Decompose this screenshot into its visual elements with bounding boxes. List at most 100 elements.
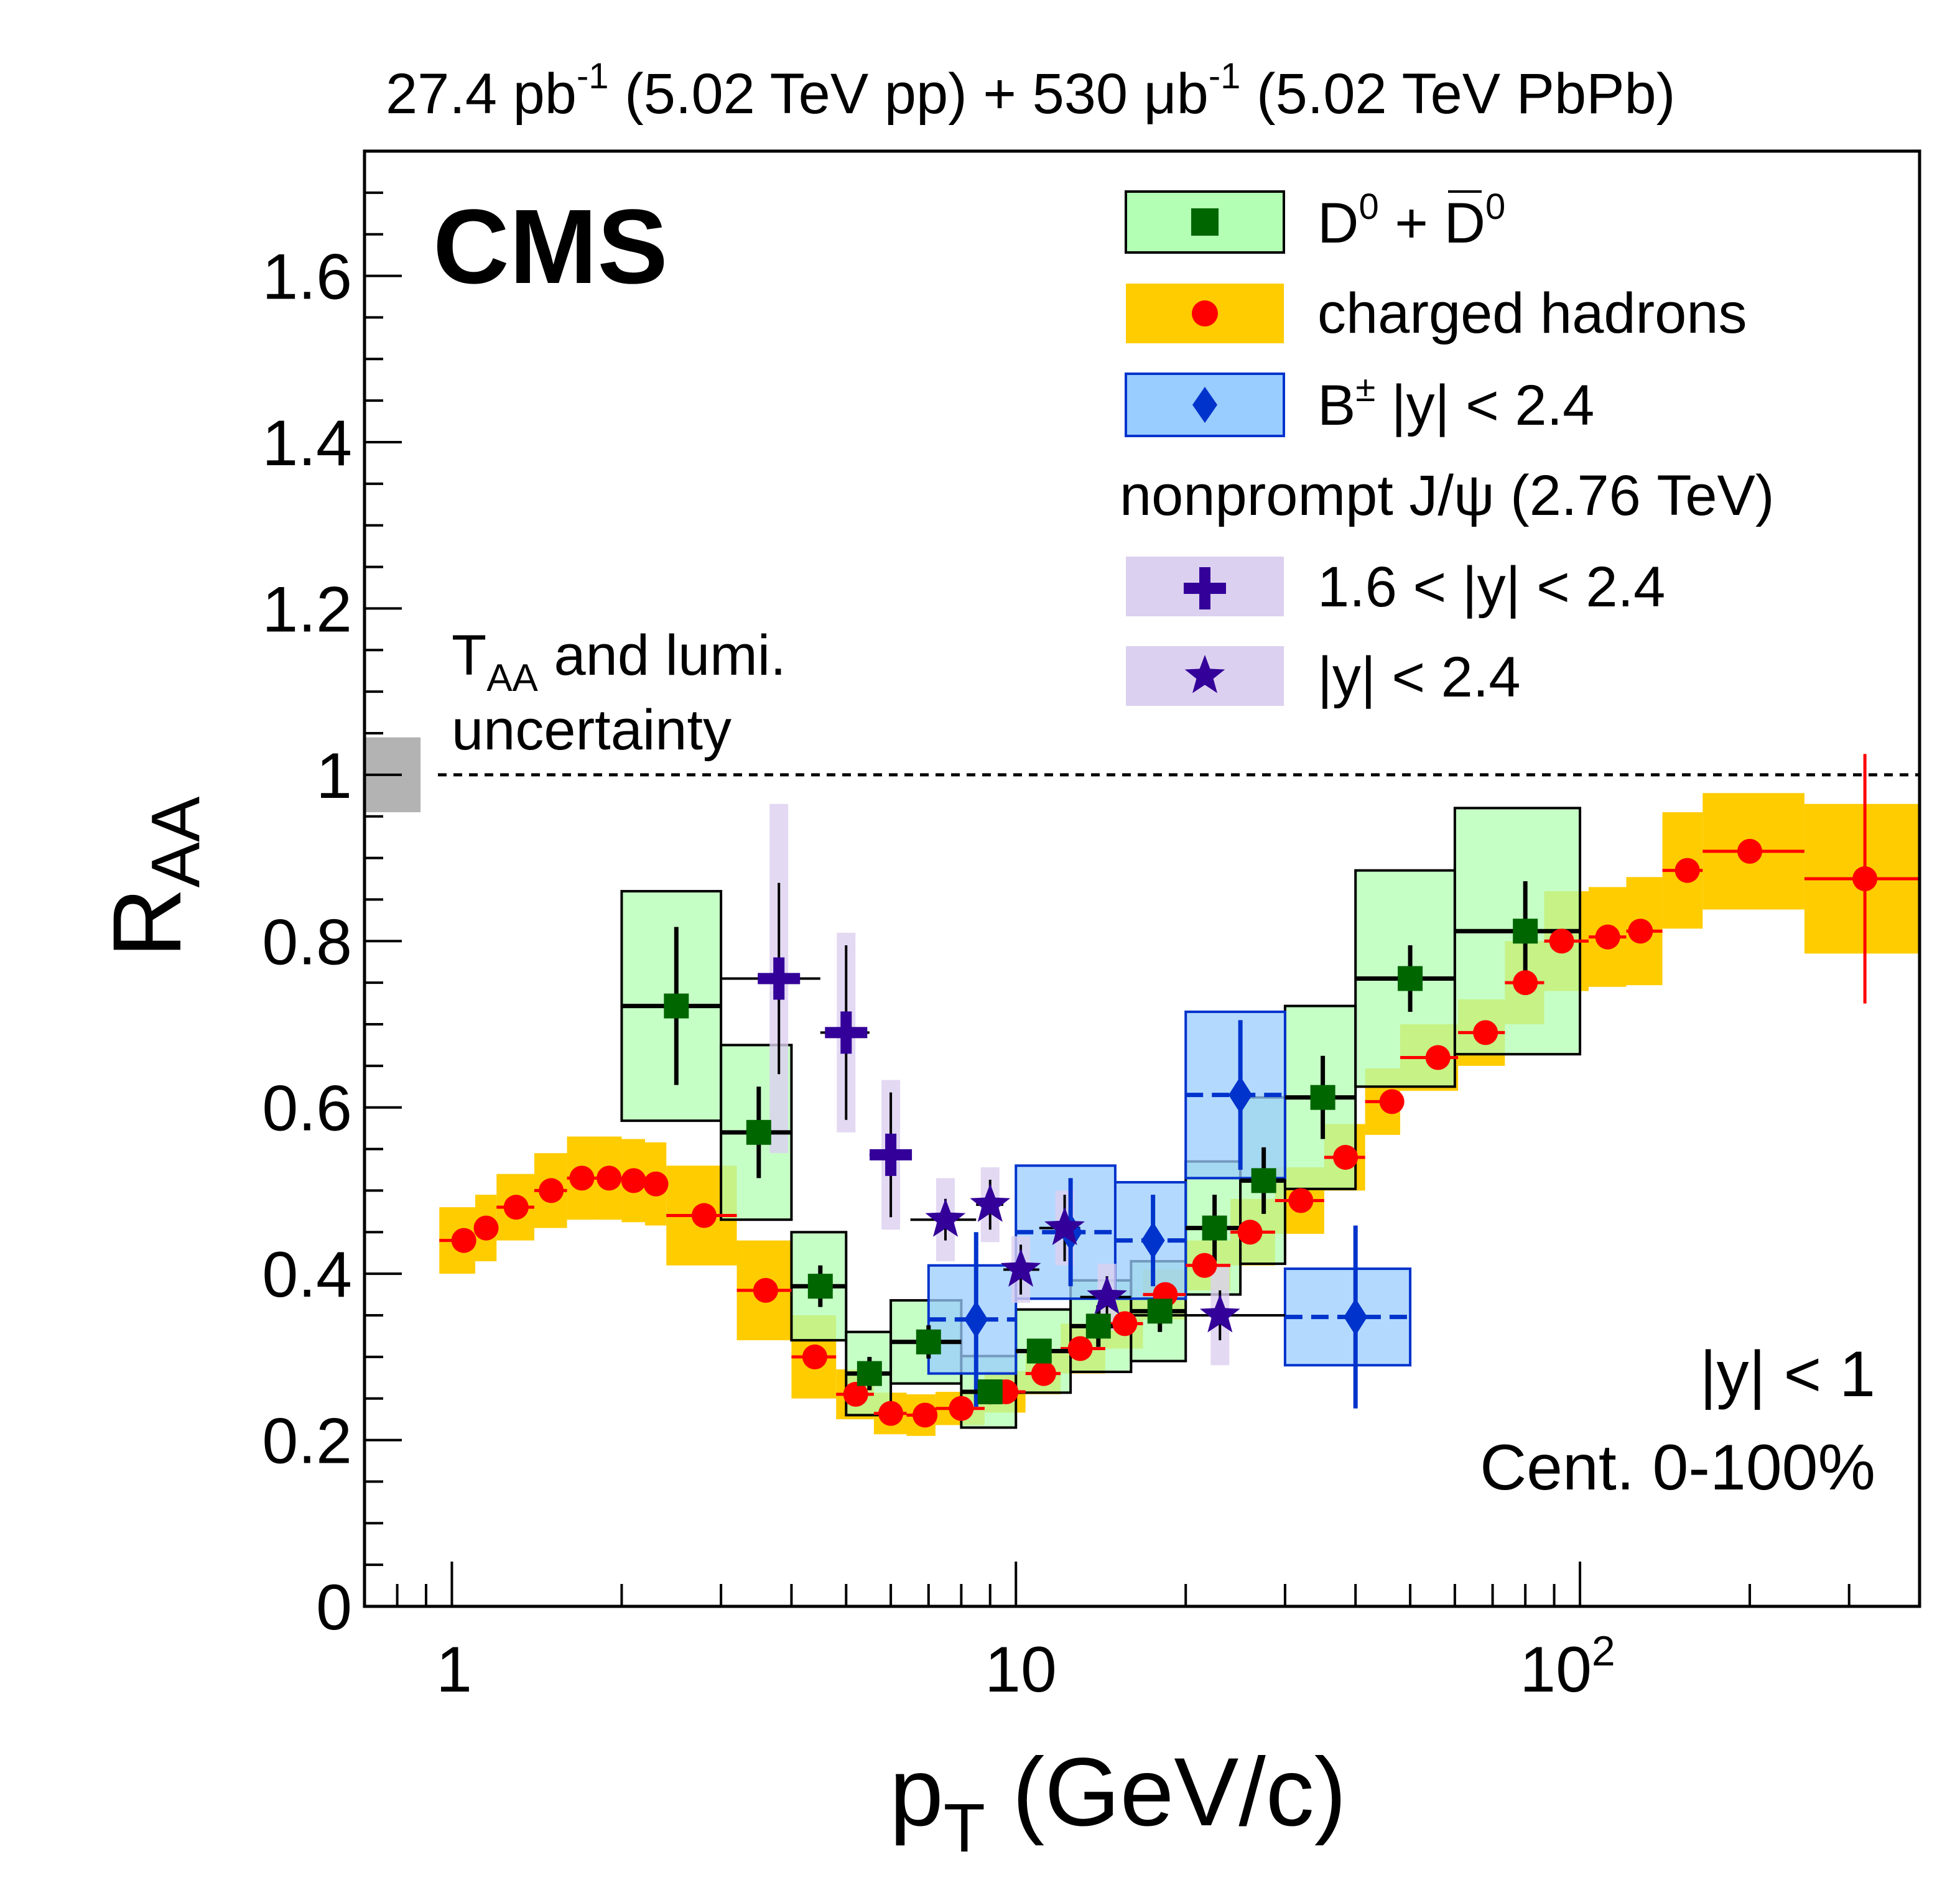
charged-hadron-point	[878, 1401, 904, 1426]
bplus-point	[964, 1300, 988, 1338]
jpsi-mid-point	[1000, 1248, 1041, 1287]
x-tick-100-exp: 2	[1592, 1628, 1615, 1675]
d0-point	[1202, 1215, 1227, 1241]
x-axis-title-sub: T	[944, 1790, 985, 1866]
cms-label: CMS	[433, 188, 668, 306]
jpsi-mid-point	[1087, 1276, 1127, 1315]
charged-hadron-point	[503, 1195, 529, 1220]
y-tick-label: 0.4	[262, 1239, 352, 1311]
jpsi-forward-point	[758, 957, 801, 1000]
d0-point	[1085, 1313, 1111, 1339]
d0-point	[1026, 1338, 1052, 1364]
legend-jpsi-header: nonprompt J/ψ (2.76 TeV)	[1120, 464, 1775, 527]
lumi-pp-value: 27.4 pb	[386, 62, 577, 126]
y-tick-label: 0.8	[262, 906, 352, 978]
charged-hadron-point	[1674, 858, 1700, 883]
y-axis-title-sub: AA	[137, 796, 214, 887]
legend-d0-a-sup: 0	[1359, 187, 1378, 227]
legend-b-main: B	[1317, 374, 1355, 437]
legend-b-marker	[1192, 387, 1217, 423]
luminosity-header: 27.4 pb-1 (5.02 TeV pp) + 530 μb-1 (5.02…	[386, 56, 1675, 126]
charged-hadron-point	[691, 1203, 717, 1228]
legend-jpsi-fwd-label: 1.6 < |y| < 2.4	[1317, 555, 1665, 619]
taa-sub: AA	[486, 657, 538, 700]
y-tick-label: 0	[316, 1572, 352, 1644]
lumi-pp-label: (5.02 TeV pp) + 530	[609, 62, 1144, 126]
d0-point	[916, 1329, 941, 1354]
taa-rest: and lumi.	[538, 624, 786, 687]
bplus-point	[1228, 1076, 1253, 1114]
y-tick-label: 0.6	[262, 1073, 352, 1145]
d0-point	[857, 1361, 882, 1386]
charged-hadron-point	[621, 1168, 646, 1193]
legend-d0-plus: +	[1379, 192, 1444, 255]
y-tick-label: 1.2	[262, 573, 352, 646]
charged-hadron-point	[1628, 919, 1653, 944]
rapidity-annotation: |y| < 1	[1700, 1338, 1875, 1410]
legend-jpsi-mid-label: |y| < 2.4	[1317, 646, 1521, 709]
charged-hadron-point	[1237, 1220, 1263, 1245]
d0-point	[1513, 919, 1538, 944]
lumi-pbpb-unit: μb	[1144, 62, 1209, 126]
charged-hadron-point	[1737, 838, 1763, 864]
jpsi-forward-point	[825, 1011, 868, 1054]
legend-d0-b-sup: 0	[1485, 187, 1505, 227]
charged-hadron-point	[643, 1171, 669, 1197]
legend-d0-b: D	[1444, 192, 1485, 255]
bplus-point	[1344, 1298, 1368, 1336]
x-axis-title-rest: (GeV/c)	[985, 1738, 1347, 1846]
y-tick-label: 1.4	[262, 407, 352, 479]
legend-d0-label: D0 + D0	[1317, 187, 1505, 255]
axis-ticks-layer	[363, 150, 1921, 1608]
jpsi-forward-point	[870, 1133, 913, 1176]
legend-jpsi-fwd-marker	[1184, 567, 1226, 609]
charged-hadron-point	[1333, 1144, 1359, 1170]
y-tick-label: 1.6	[262, 241, 352, 313]
legend-b-rest: |y| < 2.4	[1375, 374, 1594, 437]
charged-hadron-point	[569, 1165, 595, 1191]
charged-hadron-point	[1379, 1089, 1405, 1114]
lumi-pbpb-label: (5.02 TeV PbPb)	[1240, 62, 1675, 126]
charged-hadron-point	[843, 1382, 868, 1407]
lumi-pp-exp: -1	[577, 56, 609, 96]
legend-jpsi-mid-marker	[1184, 655, 1225, 693]
charged-hadron-point	[1425, 1045, 1451, 1070]
x-tick-label-1: 1	[436, 1634, 472, 1706]
taa-annotation: TAA and lumi.	[452, 624, 786, 700]
plot-frame	[363, 149, 1921, 1608]
charged-hadron-point	[1192, 1253, 1217, 1278]
x-tick-label-10: 10	[985, 1634, 1057, 1706]
legend-b-label: B± |y| < 2.4	[1317, 369, 1594, 437]
x-axis-title: pT (GeV/c)	[889, 1738, 1347, 1866]
d0-point	[746, 1119, 771, 1145]
charged-hadron-point	[1067, 1336, 1093, 1361]
charged-hadron-point	[1513, 970, 1538, 996]
charged-hadron-point	[473, 1215, 499, 1241]
x-tick-labels: 1 10 102	[436, 1628, 1615, 1706]
legend-charged-marker	[1192, 300, 1218, 326]
legend-charged-label: charged hadrons	[1317, 282, 1747, 345]
y-axis-title-r: R	[93, 887, 202, 958]
legend-d0-a: D	[1317, 192, 1359, 255]
d0-point	[1251, 1168, 1276, 1193]
y-tick-label: 0.2	[262, 1405, 352, 1478]
charged-hadron-point	[1595, 924, 1620, 950]
charged-hadron-point	[451, 1228, 476, 1253]
x-tick-100-base: 10	[1520, 1634, 1592, 1706]
d0-point	[1310, 1085, 1335, 1110]
d0-point	[1147, 1299, 1173, 1324]
charged-hadron-point	[1549, 928, 1574, 954]
charged-hadron-point	[597, 1165, 622, 1191]
y-axis-title: RAA	[93, 796, 214, 958]
lumi-pbpb-exp: -1	[1209, 56, 1241, 96]
charged-hadron-point	[1473, 1020, 1498, 1045]
x-axis-title-p: p	[889, 1738, 944, 1846]
d0-point	[664, 993, 689, 1019]
taa-annotation-line2: uncertainty	[452, 698, 732, 762]
markers-layer	[451, 838, 1878, 1428]
charged-hadron-point	[1852, 866, 1878, 891]
jpsi-mid-point	[1044, 1206, 1085, 1246]
jpsi-mid-point	[1199, 1294, 1240, 1333]
charged-hadron-point	[753, 1277, 778, 1303]
taa-t: T	[452, 624, 486, 687]
